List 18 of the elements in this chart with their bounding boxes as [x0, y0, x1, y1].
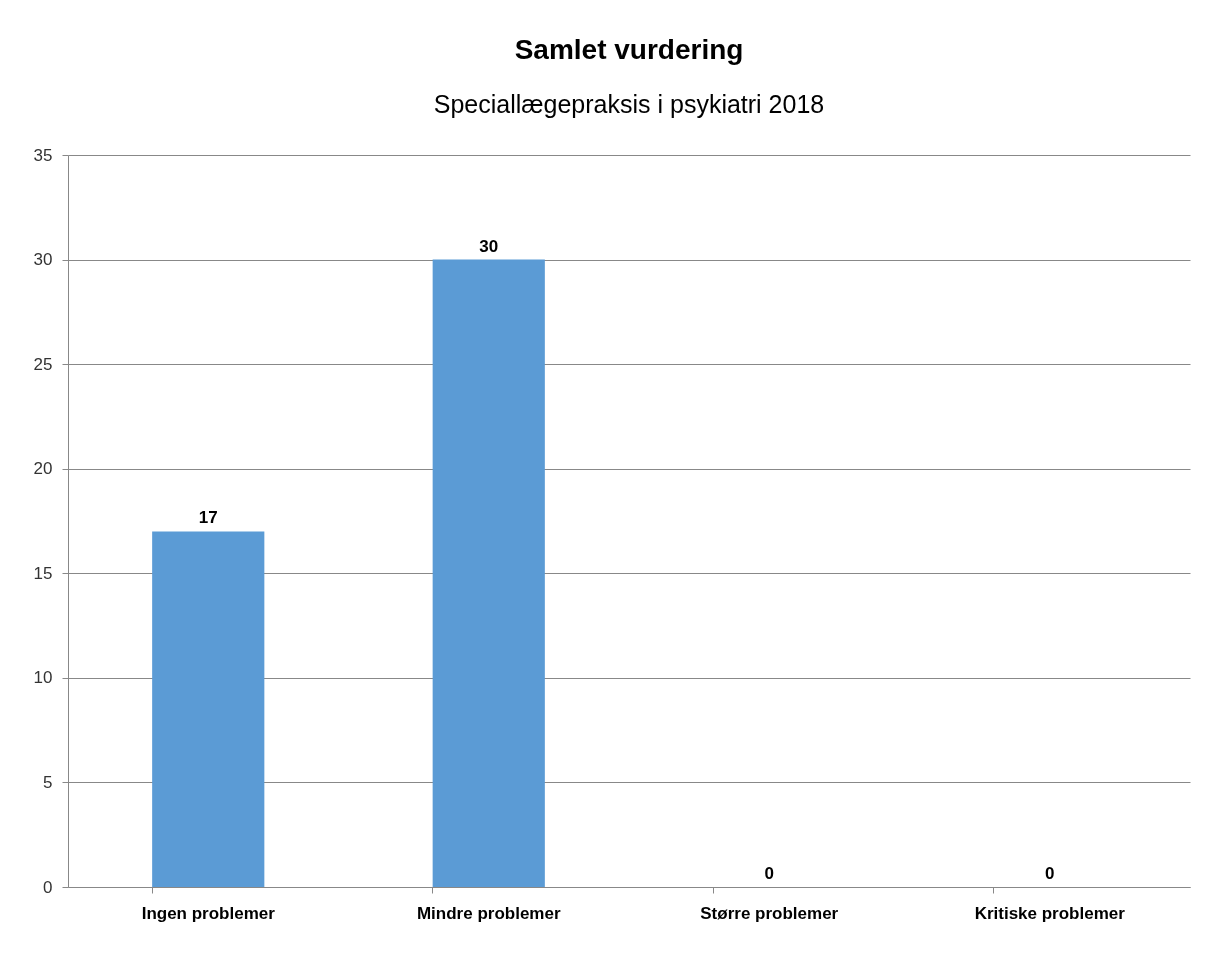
x-tick-label: Kritiske problemer [974, 903, 1126, 923]
chart-subtitle: Speciallægepraksis i psykiatri 2018 [433, 90, 825, 118]
data-label: 17 [198, 508, 218, 528]
x-tick-label: Større problemer [700, 903, 839, 923]
y-tick-label: 0 [43, 877, 53, 897]
data-label: 0 [1045, 864, 1055, 883]
chart-title: Samlet vurdering [514, 34, 744, 65]
x-tick-label: Mindre problemer [416, 903, 561, 923]
y-tick-label: 15 [33, 563, 53, 583]
y-tick-label: 20 [33, 459, 53, 479]
data-label: 30 [479, 236, 499, 256]
y-tick-label: 30 [33, 250, 53, 270]
y-tick-label: 35 [33, 145, 53, 165]
y-tick-label: 10 [33, 668, 53, 688]
data-label: 0 [764, 864, 774, 883]
y-tick-label: 25 [33, 354, 53, 374]
y-tick-label: 5 [43, 772, 53, 792]
x-tick-label: Ingen problemer [141, 903, 276, 923]
